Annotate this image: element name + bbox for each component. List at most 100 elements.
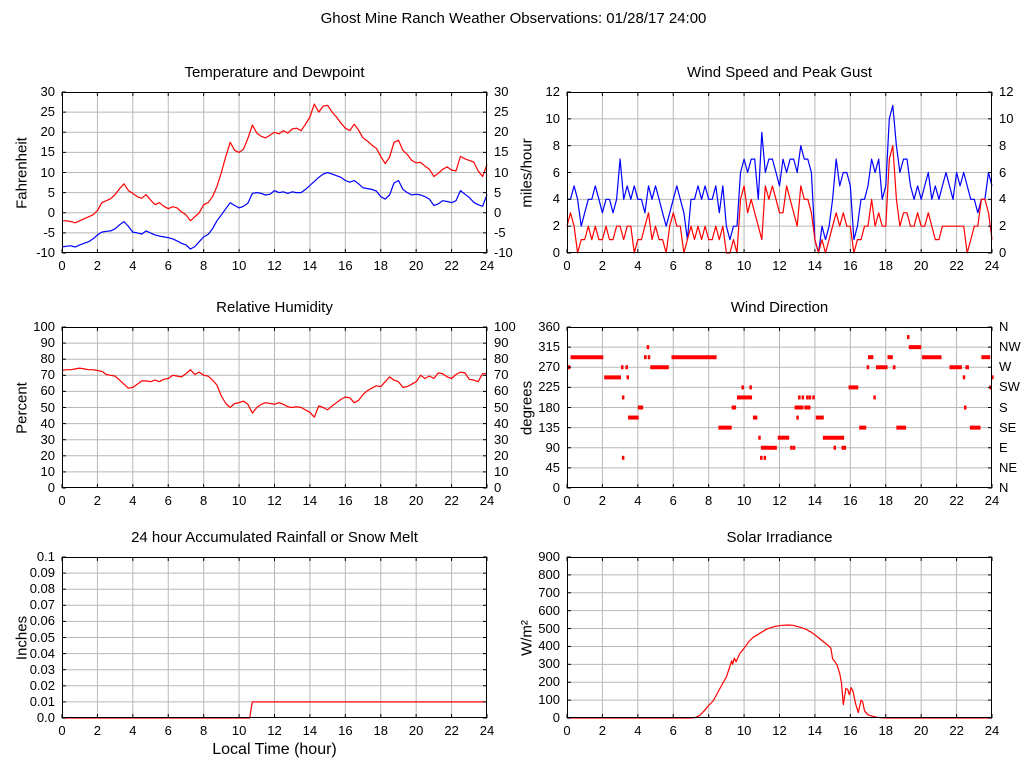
tick-label: NE [999, 459, 1018, 475]
tick-label: 5 [47, 184, 55, 200]
solar-irradiance-panel: Solar Irradiance W/m² 0 2 4 6 8 10 12 14 16 18 20 2… [519, 529, 1000, 738]
rainfall-plot [61, 556, 488, 719]
wind-direction-panel: Wind Direction degrees 0 2 4 6 8 10 12 14 16 18 20… [519, 299, 1021, 508]
tick-label: 24 [984, 723, 1000, 738]
tick-label: 2 [552, 218, 560, 234]
tick-label: E [999, 439, 1008, 455]
tick-label: 15 [40, 144, 55, 160]
tick-label: 0 [58, 493, 66, 508]
tick-label: 18 [878, 258, 893, 273]
tick-label: 10 [736, 258, 752, 273]
tick-label: 600 [538, 602, 560, 618]
tick-label: 2 [598, 493, 607, 508]
tick-label: 22 [949, 493, 964, 508]
tick-label: -10 [494, 245, 513, 260]
tick-label: 90 [494, 335, 509, 351]
tick-label: 135 [538, 419, 560, 435]
rainfall-panel: 24 hour Accumulated Rainfall or Snow Mel… [14, 529, 495, 758]
tick-label: 8 [200, 258, 208, 273]
tick-label: 8 [705, 258, 713, 273]
tick-label: 50 [40, 399, 55, 415]
chart-title: Wind Speed and Peak Gust [686, 64, 873, 81]
tick-label: 4 [999, 191, 1007, 207]
tick-label: 0.06 [29, 613, 55, 629]
tick-label: 20 [408, 723, 424, 738]
tick-label: 0.04 [29, 645, 55, 661]
tick-label: 60 [494, 383, 509, 399]
tick-label: 8 [200, 723, 208, 738]
tick-label: 0.03 [29, 661, 55, 677]
tick-label: -5 [494, 224, 506, 240]
tick-label: -10 [36, 245, 55, 260]
tick-label: 10 [231, 493, 247, 508]
tick-label: 16 [338, 258, 353, 273]
tick-label: 20 [408, 258, 424, 273]
tick-label: 80 [494, 351, 509, 367]
tick-label: 100 [33, 319, 55, 334]
tick-label: 22 [949, 723, 964, 738]
tick-label: 12 [772, 723, 787, 738]
tick-label: 0 [552, 480, 560, 495]
tick-label: 24 [479, 258, 495, 273]
tick-label: 20 [913, 493, 929, 508]
solar-irradiance-plot [566, 556, 993, 719]
humidity-panel: Relative Humidity Percent 0 2 4 6 8 10 12 14 16 1… [14, 299, 516, 508]
tick-label: 70 [494, 367, 509, 383]
tick-label: 12 [267, 723, 282, 738]
temperature-dewpoint-plot [61, 91, 488, 254]
tick-label: 12 [267, 493, 282, 508]
tick-label: 20 [494, 124, 509, 140]
tick-label: 6 [999, 164, 1007, 180]
tick-label: 700 [538, 584, 560, 600]
tick-label: 20 [913, 258, 929, 273]
tick-label: 10 [231, 723, 247, 738]
tick-label: 18 [878, 493, 893, 508]
tick-label: 2 [598, 723, 607, 738]
tick-label: 225 [538, 379, 560, 395]
tick-label: 0 [563, 258, 571, 273]
tick-label: 270 [538, 359, 560, 375]
tick-label: 10 [545, 110, 560, 126]
tick-label: 180 [538, 399, 560, 415]
tick-label: 4 [129, 258, 137, 273]
tick-label: 15 [494, 144, 509, 160]
tick-label: 24 [479, 723, 495, 738]
tick-label: 800 [538, 566, 560, 582]
tick-label: 8 [705, 493, 713, 508]
tick-label: 20 [408, 493, 424, 508]
tick-label: 22 [444, 723, 459, 738]
tick-label: 90 [545, 439, 560, 455]
tick-label: 30 [494, 84, 509, 99]
tick-label: 30 [494, 431, 509, 447]
tick-label: 20 [40, 124, 55, 140]
tick-label: 0 [552, 710, 560, 725]
tick-label: 22 [444, 258, 459, 273]
tick-label: 0.1 [36, 549, 55, 564]
tick-label: 12 [267, 258, 282, 273]
tick-label: 6 [164, 493, 172, 508]
tick-label: 8 [552, 137, 560, 153]
tick-label: 0.05 [29, 629, 55, 645]
tick-label: 6 [552, 164, 560, 180]
tick-label: 22 [949, 258, 964, 273]
tick-label: 0 [563, 723, 571, 738]
tick-label: 12 [772, 258, 787, 273]
tick-label: 10 [494, 164, 509, 180]
tick-label: 100 [538, 692, 560, 708]
tick-label: 2 [93, 493, 102, 508]
tick-label: 24 [479, 493, 495, 508]
x-axis-label: Local Time (hour) [212, 741, 337, 758]
tick-label: 0.02 [29, 677, 55, 693]
tick-label: 360 [538, 319, 560, 334]
tick-label: 100 [494, 319, 516, 334]
tick-label: 300 [538, 656, 560, 672]
wind-direction-plot [566, 326, 994, 489]
tick-label: 12 [545, 84, 560, 99]
tick-label: -5 [43, 224, 55, 240]
tick-label: 16 [338, 723, 353, 738]
tick-label: 18 [373, 258, 388, 273]
tick-label: 4 [634, 723, 642, 738]
tick-label: 8 [999, 137, 1007, 153]
